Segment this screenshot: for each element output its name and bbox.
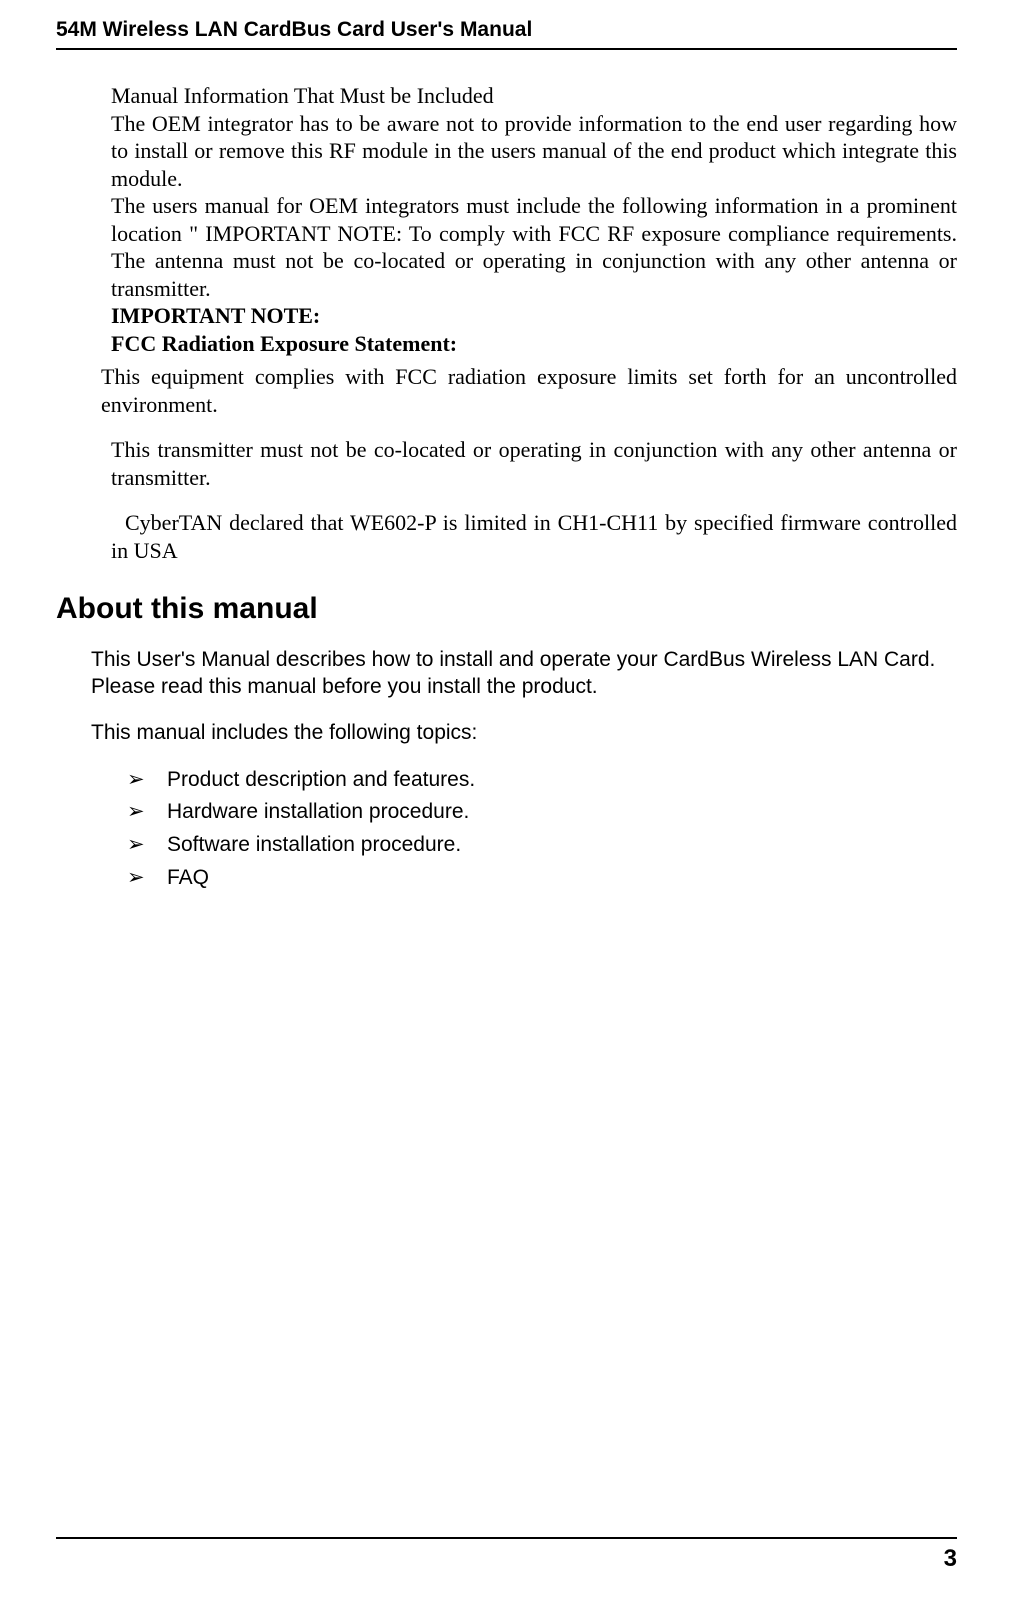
important-note-label: IMPORTANT NOTE: [111,302,957,330]
page-footer: 3 [56,1537,957,1573]
oem-integrator-paragraph: The OEM integrator has to be aware not t… [111,110,957,193]
body-block: Manual Information That Must be Included… [111,82,957,564]
page-container: 54M Wireless LAN CardBus Card User's Man… [0,0,1013,1601]
spacer [111,418,957,436]
footer-rule [56,1537,957,1539]
list-item-text: Hardware installation procedure. [167,796,469,829]
manual-info-heading: Manual Information That Must be Included [111,82,957,110]
topics-list: ➢ Product description and features. ➢ Ha… [91,764,957,894]
about-paragraph-1: This User's Manual describes how to inst… [91,646,957,701]
about-paragraph-2: This manual includes the following topic… [91,719,957,746]
list-item-text: FAQ [167,862,209,895]
doc-header-title: 54M Wireless LAN CardBus Card User's Man… [56,18,957,42]
transmitter-paragraph: This transmitter must not be co-located … [111,436,957,491]
page-number: 3 [56,1545,957,1573]
list-item: ➢ Product description and features. [91,764,957,797]
triangle-bullet-icon: ➢ [91,796,167,829]
about-block: This User's Manual describes how to inst… [91,646,957,894]
users-manual-paragraph: The users manual for OEM integrators mus… [111,192,957,302]
cybertan-paragraph: CyberTAN declared that WE602-P is limite… [111,509,957,564]
list-item-text: Product description and features. [167,764,475,797]
about-this-manual-heading: About this manual [56,592,957,626]
list-item: ➢ Hardware installation procedure. [91,796,957,829]
triangle-bullet-icon: ➢ [91,829,167,862]
list-item: ➢ FAQ [91,862,957,895]
spacer [111,491,957,509]
fcc-statement-label: FCC Radiation Exposure Statement: [111,330,957,358]
header-rule [56,48,957,50]
triangle-bullet-icon: ➢ [91,862,167,895]
list-item-text: Software installation procedure. [167,829,461,862]
fcc-compliance-paragraph: This equipment complies with FCC radiati… [101,363,957,418]
list-item: ➢ Software installation procedure. [91,829,957,862]
triangle-bullet-icon: ➢ [91,764,167,797]
